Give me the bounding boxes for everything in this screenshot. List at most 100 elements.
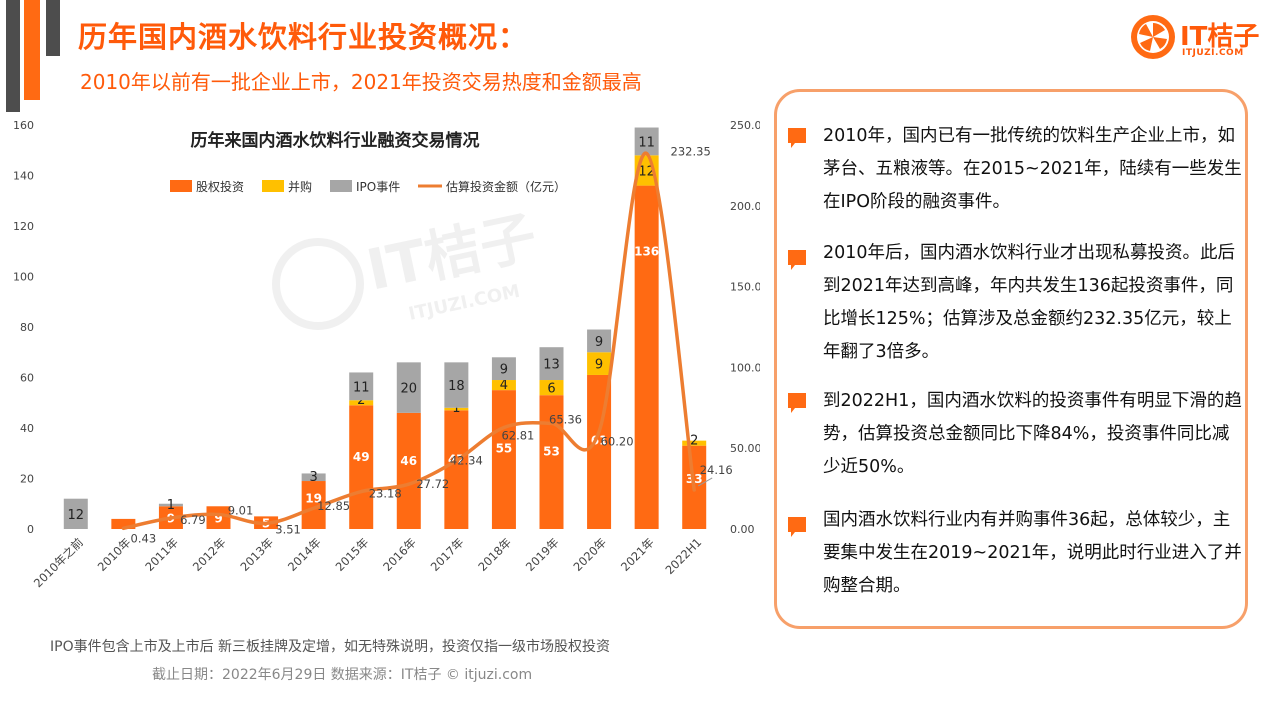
bar-label-equity: 19 (305, 492, 322, 506)
bar-ipo (63, 498, 88, 529)
decor-bar-dark (6, 0, 20, 112)
bar-label-ma: 2 (690, 434, 698, 449)
bar-label-ipo: 9 (500, 363, 508, 378)
y-tick-label: 100 (13, 271, 34, 284)
y-tick-label: 120 (13, 220, 34, 233)
bar-label-ipo: 11 (638, 135, 655, 150)
x-tick-label: 2013年 (237, 535, 276, 574)
bar-equity (396, 412, 421, 529)
y-tick-label: 80 (20, 321, 34, 334)
line-value-label: 0.43 (131, 531, 157, 545)
bar-equity (634, 185, 659, 529)
bar-label-ipo: 20 (401, 382, 418, 397)
bar-label-ipo: 1 (167, 498, 175, 513)
bar-label-ipo: 11 (353, 380, 370, 395)
y2-tick-label: 150.00 (730, 281, 760, 294)
y2-tick-label: 100.00 (730, 361, 760, 374)
line-value-label: 24.16 (700, 463, 733, 477)
footnote: IPO事件包含上市及上市后 新三板挂牌及定增，如无特殊说明，投资仅指一级市场股权… (50, 639, 611, 655)
bar-label-equity: 53 (543, 444, 560, 458)
y-tick-label: 140 (13, 170, 34, 183)
y-tick-label: 20 (20, 473, 34, 486)
x-tick-label: 2012年 (190, 535, 229, 574)
bar-label-ma: 9 (595, 358, 603, 373)
bullet-icon (788, 128, 806, 148)
x-tick-label: 2020年 (570, 535, 609, 574)
insight-panel: 2010年，国内已有一批传统的饮料生产企业上市，如茅台、五粮液等。在2015~2… (774, 89, 1248, 629)
x-tick-label: 2016年 (380, 535, 419, 574)
line-value-label: 42.34 (450, 454, 483, 468)
bar-ma (539, 380, 564, 396)
bar-label-equity: 136 (634, 245, 659, 259)
bar-label-ipo: 12 (68, 508, 85, 523)
decor-bar-orange (24, 0, 40, 100)
bar-ma (444, 407, 469, 411)
bullet-icon (788, 393, 806, 413)
bar-ipo (491, 357, 516, 381)
line-value-label: 232.35 (671, 145, 711, 159)
bar-equity (206, 506, 231, 529)
bar-series: 12 919 51934921146204711855495361361991361… (63, 127, 707, 531)
investment-chart: IT桔子 ITJUZI.COM 历年来国内酒水饮料行业融资交易情况 股权投资 并购… (13, 119, 760, 590)
decor-bar-dark-short (46, 0, 60, 56)
line-value-label: 9.01 (228, 503, 254, 517)
y-tick-label: 160 (13, 119, 34, 132)
legend-swatch (330, 180, 352, 192)
bar-ma (491, 380, 516, 391)
line-value-label: 6.79 (180, 513, 206, 527)
bar-label-ma: 12 (638, 164, 655, 179)
watermark-orange-icon (272, 238, 364, 330)
line-value-label: 65.36 (549, 412, 582, 426)
line-value-label: 12.85 (317, 499, 350, 513)
x-tick-label: 2021年 (618, 535, 657, 574)
legend-label: 估算投资金额（亿元） (446, 179, 566, 194)
chart-legend: 股权投资 并购 IPO事件 估算投资金额（亿元） (170, 179, 566, 194)
x-tick-label: 2010年之前 (31, 535, 86, 590)
bar-label-ipo: 9 (595, 335, 603, 350)
bar-equity (111, 518, 136, 529)
bullet-3: 到2022H1，国内酒水饮料的投资事件有明显下滑的趋势，估算投资总金额同比下降8… (823, 391, 1242, 477)
bar-ma (349, 400, 374, 406)
page-title: 历年国内酒水饮料行业投资概况： (78, 20, 529, 54)
bar-ma (682, 440, 707, 446)
logo-name: IT桔子 (1180, 22, 1260, 52)
bar-ipo (158, 503, 183, 507)
bar-ipo (301, 473, 326, 482)
line-value-label: 23.18 (369, 487, 402, 501)
bar-ipo (444, 362, 469, 408)
bar-equity (444, 410, 469, 529)
y-tick-label: 40 (20, 422, 34, 435)
bar-label-ipo: 13 (543, 358, 560, 373)
y2-tick-label: 250.00 (730, 119, 760, 132)
x-tick-label: 2017年 (428, 535, 467, 574)
legend-swatch (170, 180, 192, 192)
bar-equity (491, 390, 516, 529)
bar-label-ma: 6 (547, 382, 555, 397)
line-value-label: 27.72 (416, 477, 449, 491)
left-axis: 0 20 40 60 80 100 120 140 160 (13, 119, 34, 536)
orange-icon (1131, 15, 1175, 59)
line-label-leader (697, 477, 713, 487)
bullet-icon (788, 517, 806, 537)
y2-tick-label: 200.00 (730, 200, 760, 213)
bar-label-ma: 4 (500, 378, 508, 393)
watermark: IT桔子 ITJUZI.COM (272, 205, 542, 330)
legend-swatch (262, 180, 284, 192)
y2-tick-label: 0.00 (730, 523, 755, 536)
y2-tick-label: 50.00 (730, 442, 760, 455)
bullet-1: 2010年，国内已有一批传统的饮料生产企业上市，如茅台、五粮液等。在2015~2… (823, 126, 1242, 212)
bar-label-equity: 9 (214, 512, 222, 526)
amount-line (121, 151, 696, 531)
bar-ipo (349, 372, 374, 401)
line-value-label: 60.20 (601, 435, 634, 449)
bar-label-equity: 55 (496, 442, 513, 456)
data-source: 截止日期：2022年6月29日 数据来源：IT桔子 © itjuzi.com (152, 667, 533, 683)
bar-label-ipo: 3 (310, 470, 318, 485)
legend-label: 股权投资 (196, 179, 244, 194)
bullet-2: 2010年后，国内酒水饮料行业才出现私募投资。此后到2021年达到高峰，年内共发… (823, 243, 1236, 362)
x-tick-label: 2022H1 (662, 535, 704, 577)
bar-label-ma: 1 (452, 401, 460, 416)
x-tick-label: 2015年 (333, 535, 372, 574)
right-axis: 0.00 50.00 100.00 150.00 200.00 250.00 (730, 119, 760, 536)
